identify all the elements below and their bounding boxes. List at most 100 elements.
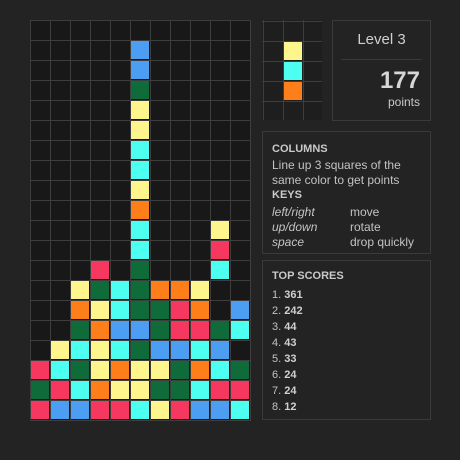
block-green (131, 301, 149, 319)
score-entry: 1. 361 (272, 289, 303, 301)
block-blue (171, 341, 189, 359)
next-block-yellow (284, 42, 302, 60)
block-red (111, 401, 129, 419)
score-entry: 2. 242 (272, 305, 303, 317)
block-yellow (91, 301, 109, 319)
key-name: up/down (272, 220, 318, 234)
score-rank: 6. (272, 369, 282, 381)
score-rank: 7. (272, 385, 282, 397)
score-rank: 4. (272, 337, 282, 349)
game-board[interactable] (30, 20, 251, 421)
block-orange (191, 361, 209, 379)
block-green (171, 361, 189, 379)
block-green (71, 361, 89, 379)
score-entry: 7. 24 (272, 385, 297, 397)
block-blue (71, 401, 89, 419)
block-orange (91, 381, 109, 399)
block-orange (191, 301, 209, 319)
block-yellow (131, 361, 149, 379)
block-cyan (211, 261, 229, 279)
block-cyan (71, 381, 89, 399)
block-cyan (211, 361, 229, 379)
score-rank: 2. (272, 305, 282, 317)
level-label: Level 3 (357, 31, 406, 48)
score-entry: 4. 43 (272, 337, 297, 349)
block-red (171, 301, 189, 319)
block-green (131, 81, 149, 99)
block-green (151, 301, 169, 319)
score-points: 33 (284, 353, 297, 365)
block-red (171, 321, 189, 339)
block-green (131, 341, 149, 359)
block-green (211, 321, 229, 339)
block-red (31, 361, 49, 379)
block-blue (151, 341, 169, 359)
block-blue (131, 321, 149, 339)
block-cyan (111, 341, 129, 359)
score-entry: 3. 44 (272, 321, 297, 333)
score-rank: 5. (272, 353, 282, 365)
block-green (91, 281, 109, 299)
top-scores-heading: TOP SCORES (272, 270, 344, 282)
block-green (151, 381, 169, 399)
block-orange (171, 281, 189, 299)
next-block-cyan (284, 62, 302, 80)
game-title: COLUMNS (272, 143, 328, 155)
block-green (131, 281, 149, 299)
score-rank: 8. (272, 401, 282, 413)
block-green (151, 321, 169, 339)
game-description: Line up 3 squares of the same color to g… (272, 158, 401, 187)
block-red (91, 261, 109, 279)
block-yellow (211, 221, 229, 239)
block-cyan (131, 401, 149, 419)
level-score-panel: Level 3 177 points (332, 20, 431, 121)
block-yellow (191, 281, 209, 299)
block-cyan (131, 161, 149, 179)
block-orange (131, 201, 149, 219)
block-blue (131, 61, 149, 79)
block-green (31, 381, 49, 399)
block-green (171, 381, 189, 399)
block-cyan (131, 141, 149, 159)
block-red (171, 401, 189, 419)
next-block-orange (284, 82, 302, 100)
score-entry: 6. 24 (272, 369, 297, 381)
block-orange (91, 321, 109, 339)
block-blue (111, 321, 129, 339)
score-points: 12 (284, 401, 297, 413)
block-yellow (91, 341, 109, 359)
block-yellow (131, 121, 149, 139)
score-points: 361 (284, 289, 303, 301)
block-blue (131, 41, 149, 59)
block-orange (71, 301, 89, 319)
block-cyan (131, 241, 149, 259)
block-cyan (191, 381, 209, 399)
block-red (211, 381, 229, 399)
block-blue (191, 401, 209, 419)
block-cyan (51, 361, 69, 379)
divider (341, 59, 422, 60)
instructions-panel: COLUMNS Line up 3 squares of the same co… (262, 131, 431, 254)
block-cyan (231, 401, 249, 419)
block-blue (231, 301, 249, 319)
block-cyan (231, 321, 249, 339)
keys-heading: KEYS (272, 189, 302, 201)
block-red (91, 401, 109, 419)
block-yellow (111, 381, 129, 399)
block-orange (151, 281, 169, 299)
block-red (211, 241, 229, 259)
score-unit: points (387, 95, 420, 109)
block-cyan (111, 281, 129, 299)
key-action: drop quickly (350, 235, 415, 249)
score-points: 24 (284, 385, 297, 397)
block-green (131, 261, 149, 279)
block-blue (211, 341, 229, 359)
score-entry: 8. 12 (272, 401, 297, 413)
block-green (231, 361, 249, 379)
score-points: 43 (284, 337, 297, 349)
block-yellow (151, 401, 169, 419)
block-blue (51, 401, 69, 419)
score-points: 242 (284, 305, 303, 317)
block-blue (211, 401, 229, 419)
block-yellow (71, 281, 89, 299)
